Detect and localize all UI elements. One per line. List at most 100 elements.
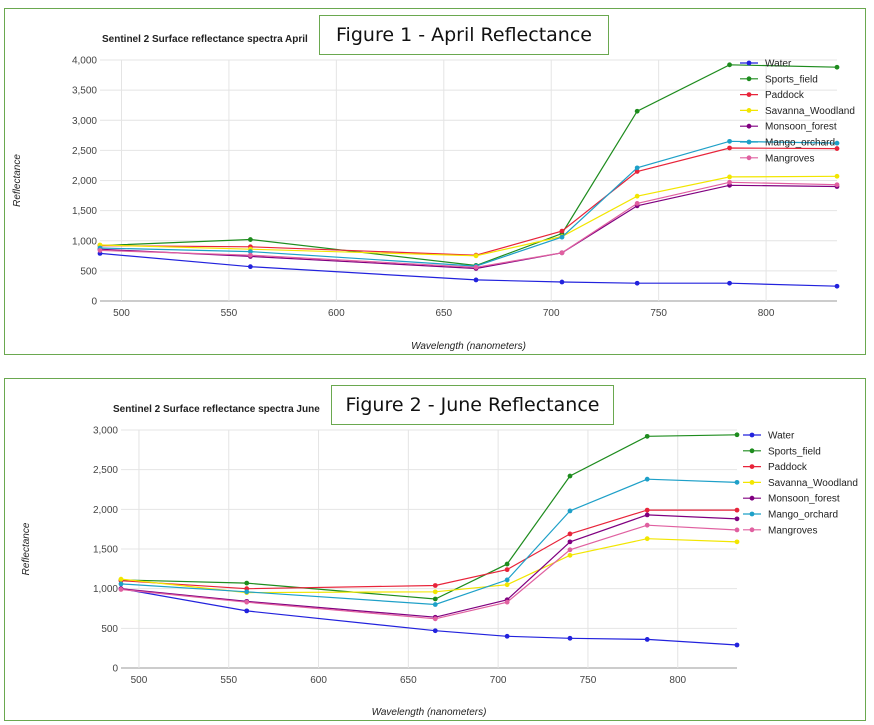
data-point-mango_orchard <box>634 165 640 171</box>
series-line-savanna_woodland <box>99 175 838 257</box>
figure-label: Figure 2 - June Reflectance <box>331 385 614 425</box>
x-tick-label: 800 <box>758 308 775 319</box>
x-tick-label: 650 <box>400 675 417 686</box>
data-point-mangroves <box>634 200 640 206</box>
line-chart-june: 0 500 1,000 1,500 2,000 2,500 3,000 500 550 600 65… <box>21 426 858 719</box>
data-point-savanna_woodland <box>567 552 573 558</box>
y-tick-label: 0 <box>91 297 97 308</box>
data-point-mangroves <box>432 616 438 622</box>
data-point-paddock <box>644 507 650 513</box>
legend-label: Mangroves <box>765 153 814 164</box>
y-axis-label: Reflectance <box>12 154 23 207</box>
legend-label: Sports_field <box>768 446 821 457</box>
y-tick-label: 4,000 <box>72 56 97 67</box>
data-point-mangroves <box>118 587 124 592</box>
x-tick-label: 700 <box>543 308 560 319</box>
y-tick-label: 2,000 <box>72 176 97 187</box>
y-tick-label: 1,500 <box>93 545 118 556</box>
data-point-water <box>727 280 732 286</box>
legend-label: Paddock <box>768 462 808 473</box>
data-point-mangroves <box>248 252 253 258</box>
legend-marker <box>749 432 755 438</box>
series-line-savanna_woodland <box>120 538 738 594</box>
figure-label: Figure 1 - April Reflectance <box>319 15 609 55</box>
data-point-mango_orchard <box>644 476 650 482</box>
y-tick-label: 500 <box>80 266 97 277</box>
data-point-paddock <box>432 583 438 588</box>
legend-label: Water <box>768 431 795 442</box>
x-tick-label: 550 <box>220 675 237 686</box>
data-point-water <box>504 633 510 639</box>
data-point-sports_field <box>504 561 510 567</box>
y-tick-label: 2,500 <box>93 465 118 476</box>
data-point-paddock <box>634 169 640 174</box>
data-point-water <box>634 280 640 286</box>
data-point-savanna_woodland <box>118 576 124 582</box>
legend-marker <box>749 480 755 485</box>
data-point-mango_orchard <box>734 479 740 485</box>
series-line-sports_field <box>120 434 738 600</box>
x-tick-label: 650 <box>435 308 452 319</box>
series-line-water <box>99 252 838 287</box>
y-tick-label: 2,500 <box>72 146 97 157</box>
y-tick-label: 1,500 <box>72 206 97 217</box>
data-point-mango_orchard <box>432 602 438 607</box>
data-point-mangroves <box>504 599 510 605</box>
x-tick-label: 750 <box>650 308 667 319</box>
chart-title: Sentinel 2 Surface reflectance spectra J… <box>113 404 320 415</box>
data-point-mangroves <box>644 522 650 528</box>
data-point-savanna_woodland <box>734 539 740 545</box>
legend-label: Monsoon_forest <box>765 122 837 133</box>
series-line-sports_field <box>99 64 838 267</box>
data-point-sports_field <box>644 433 650 439</box>
data-point-mangroves <box>727 179 732 185</box>
y-tick-label: 0 <box>112 664 118 675</box>
data-point-savanna_woodland <box>834 173 840 179</box>
y-tick-label: 3,000 <box>93 426 118 437</box>
data-point-mangroves <box>734 527 740 533</box>
legend-marker <box>746 108 752 113</box>
legend-label: Mangroves <box>768 525 817 536</box>
y-tick-label: 500 <box>101 624 118 635</box>
x-tick-label: 600 <box>310 675 327 686</box>
data-point-savanna_woodland <box>727 174 732 180</box>
legend-marker <box>746 139 752 145</box>
data-point-mango_orchard <box>118 581 124 587</box>
y-tick-label: 3,500 <box>72 86 97 97</box>
data-point-water <box>734 642 740 648</box>
data-point-mangroves <box>473 264 479 270</box>
chart-panel-april: Sentinel 2 Surface reflectance spectra A… <box>4 8 866 355</box>
x-tick-label: 550 <box>221 308 238 319</box>
data-point-water <box>644 637 650 642</box>
data-point-paddock <box>567 531 573 537</box>
data-point-paddock <box>559 228 565 234</box>
legend-label: Monsoon_forest <box>768 494 840 505</box>
data-point-mangroves <box>559 250 565 256</box>
y-tick-label: 2,000 <box>93 505 118 516</box>
data-point-mango_orchard <box>834 140 840 146</box>
y-axis-label: Reflectance <box>21 522 32 575</box>
data-point-monsoon_forest <box>734 516 740 522</box>
data-point-mangroves <box>567 547 573 553</box>
data-point-monsoon_forest <box>567 539 573 545</box>
data-point-water <box>473 277 479 283</box>
data-point-water <box>559 279 565 285</box>
data-point-sports_field <box>432 596 438 602</box>
data-point-sports_field <box>244 580 250 586</box>
data-point-sports_field <box>567 473 573 479</box>
data-point-sports_field <box>834 64 840 70</box>
series-line-paddock <box>99 147 838 256</box>
chart-title: Sentinel 2 Surface reflectance spectra A… <box>102 34 308 45</box>
legend-marker <box>746 92 752 97</box>
legend-marker <box>749 527 755 533</box>
data-point-savanna_woodland <box>504 582 510 588</box>
legend-marker <box>746 123 752 129</box>
data-point-paddock <box>727 145 732 151</box>
x-tick-label: 500 <box>131 675 148 686</box>
data-point-mangroves <box>97 247 103 253</box>
data-point-mango_orchard <box>559 234 565 240</box>
data-point-water <box>834 283 840 289</box>
data-point-mango_orchard <box>567 508 573 514</box>
data-point-water <box>244 608 250 614</box>
x-tick-label: 500 <box>113 308 130 319</box>
